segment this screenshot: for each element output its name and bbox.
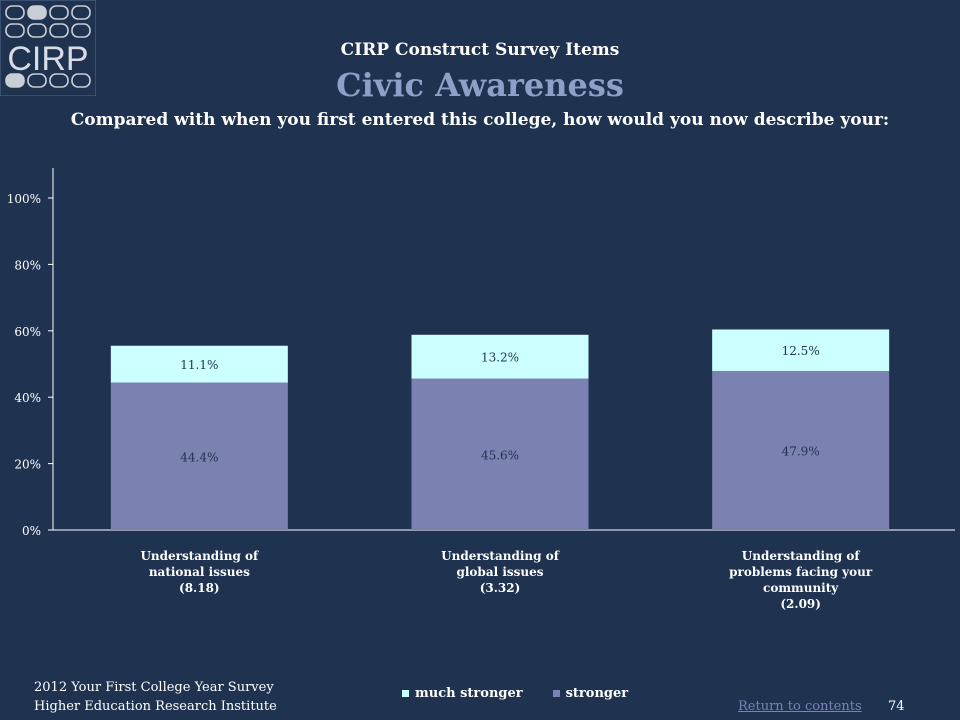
legend-item: stronger xyxy=(552,686,629,701)
page-number: 74 xyxy=(888,699,905,714)
svg-text:CIRP: CIRP xyxy=(7,40,88,78)
bar-segment-much-stronger xyxy=(110,345,288,383)
data-label: 45.6% xyxy=(481,448,519,462)
category-label-line: (3.32) xyxy=(479,581,521,595)
footer-line: Higher Education Research Institute xyxy=(34,699,277,714)
legend-label: much stronger xyxy=(415,686,523,701)
data-label: 11.1% xyxy=(180,358,218,372)
y-tick-label: 40% xyxy=(14,391,41,405)
category-label-line: community xyxy=(763,581,839,595)
category-label: Understanding of global issues (3.32) xyxy=(410,548,590,596)
footer-line: 2012 Your First College Year Survey xyxy=(34,680,274,695)
data-label: 13.2% xyxy=(481,351,519,365)
category-label-line: global issues xyxy=(456,565,544,579)
cirp-logo: CIRP xyxy=(0,0,96,96)
legend-item: much stronger xyxy=(402,686,523,701)
return-to-contents-link[interactable]: Return to contents xyxy=(738,699,862,714)
bar-segment-stronger xyxy=(110,382,288,530)
survey-question: Compared with when you first entered thi… xyxy=(70,110,890,130)
y-tick-label: 0% xyxy=(22,524,41,538)
legend-swatch xyxy=(552,690,560,697)
legend: much stronger stronger xyxy=(402,686,658,701)
legend-swatch xyxy=(402,690,409,697)
category-label: Understanding of problems facing your comm… xyxy=(711,548,891,612)
category-label-line: Understanding of xyxy=(140,549,259,563)
y-tick-label: 80% xyxy=(14,258,41,272)
data-label: 44.4% xyxy=(180,450,218,464)
bar-segment-stronger xyxy=(411,378,589,530)
page-title: Civic Awareness xyxy=(336,66,624,104)
footer-source: 2012 Your First College Year Survey High… xyxy=(34,678,277,716)
y-tick-label: 20% xyxy=(14,458,41,472)
y-tick-label: 60% xyxy=(14,325,41,339)
stacked-bar-chart: 44.4% 11.1% 45.6% 13.2% 47.9% 12.5% 0% 20% 40% 6… xyxy=(7,168,955,538)
bar-segment-stronger xyxy=(712,370,890,530)
category-label-line: Understanding of xyxy=(741,549,860,563)
category-label-line: (8.18) xyxy=(179,581,220,595)
y-tick-label: 100% xyxy=(7,192,41,206)
category-label-line: (2.09) xyxy=(780,597,821,611)
bar-segment-much-stronger xyxy=(712,329,890,371)
data-label: 47.9% xyxy=(782,444,820,458)
category-label-line: national issues xyxy=(148,565,250,579)
supertitle: CIRP Construct Survey Items xyxy=(340,40,620,60)
category-label: Understanding of national issues (8.18) xyxy=(109,548,289,596)
category-label-line: Understanding of xyxy=(441,549,559,563)
legend-label: stronger xyxy=(565,686,629,701)
bar-segment-much-stronger xyxy=(411,334,589,379)
category-label-line: problems facing your xyxy=(729,565,873,579)
data-label: 12.5% xyxy=(782,344,820,358)
